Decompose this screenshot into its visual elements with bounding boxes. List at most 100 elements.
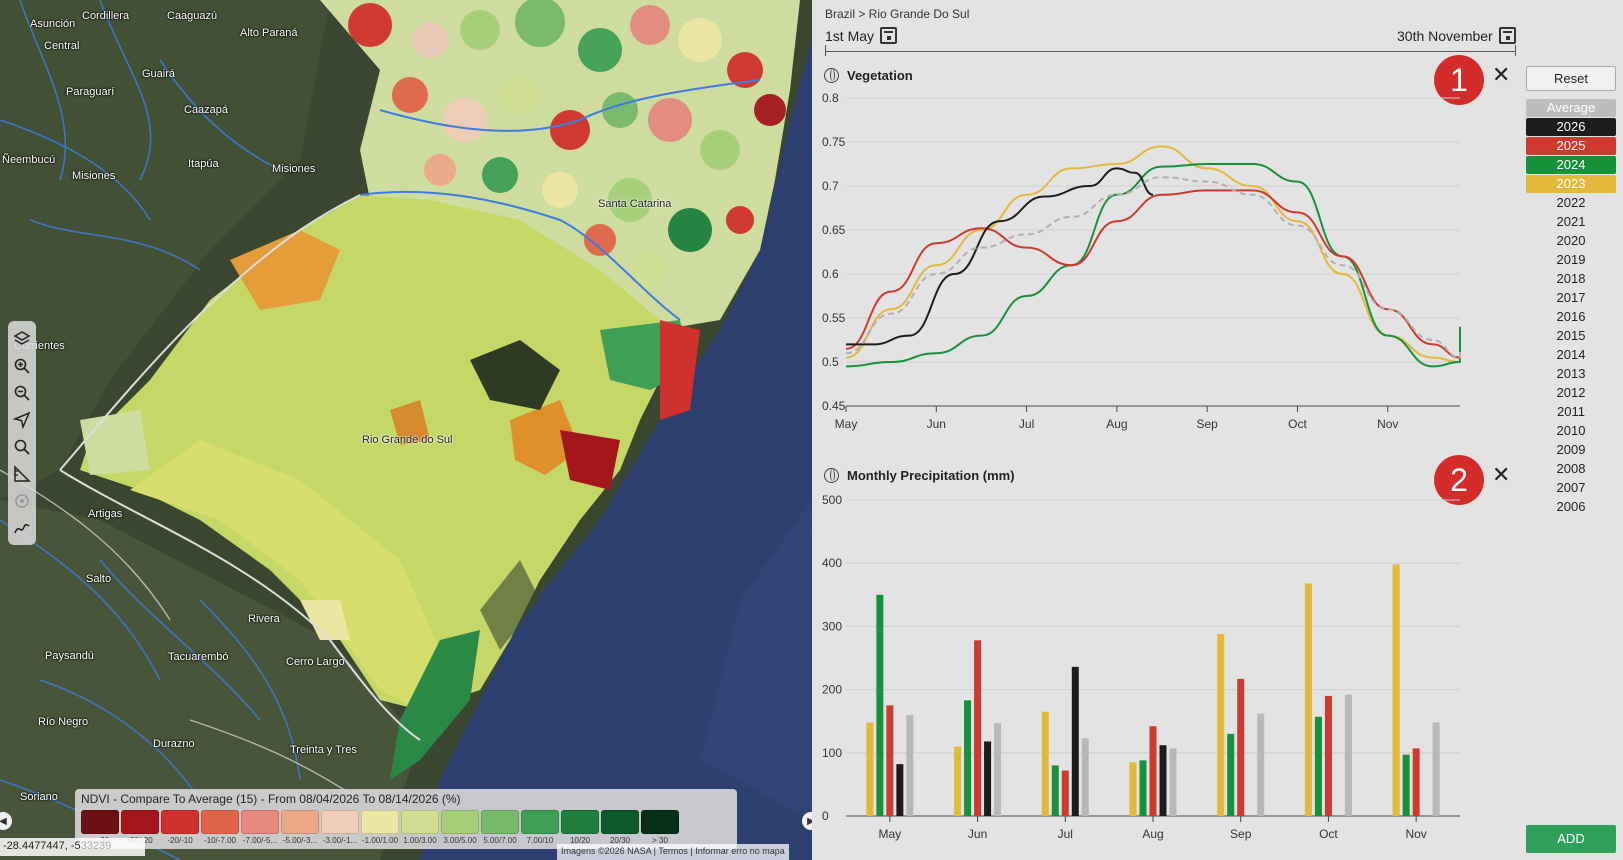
collapse-left-arrow-icon[interactable]: ◀ (0, 812, 12, 830)
bar-2023-may (866, 722, 874, 816)
year-toggle-2015[interactable]: 2015 (1556, 328, 1586, 343)
vegetation-chart: 0.45 0.5 0.55 0.6 0.65 0.7 0.75 0.8 May Jun Jul Aug… (822, 91, 1461, 431)
year-toggle-2006[interactable]: 2006 (1556, 499, 1586, 514)
bar-2024-nov (1402, 754, 1410, 816)
year-toggle-2026[interactable]: 2026 (1526, 118, 1616, 136)
place-label: Treinta y Tres (290, 744, 357, 756)
year-toggle-2016[interactable]: 2016 (1556, 309, 1586, 324)
place-label: Rivera (248, 613, 280, 625)
year-toggle-2009[interactable]: 2009 (1556, 442, 1586, 457)
year-toggle-2014[interactable]: 2014 (1556, 347, 1586, 362)
legend-swatch-label: 5.00/7.00 (483, 836, 517, 845)
y-tick-label: 0.45 (822, 399, 846, 413)
map-view[interactable]: Asunción Cordillera Caaguazú Alto Paraná… (0, 0, 812, 860)
reset-button[interactable]: Reset (1526, 66, 1616, 91)
year-toggle-2012[interactable]: 2012 (1556, 385, 1586, 400)
series-line-2025 (845, 189, 1461, 359)
calendar-icon[interactable] (1498, 27, 1516, 44)
range-start-handle[interactable] (825, 45, 826, 56)
bar-2023-oct (1304, 583, 1312, 816)
year-toggle-2017[interactable]: 2017 (1556, 290, 1586, 305)
place-label: Artigas (88, 508, 123, 520)
bar-2024-jun (964, 700, 972, 816)
legend-swatch-label: 20/30 (609, 836, 631, 845)
draw-icon[interactable] (8, 514, 36, 541)
year-toggle-2013[interactable]: 2013 (1556, 366, 1586, 381)
bar-2024-jul (1051, 765, 1059, 816)
x-tick-label: Sep (1196, 417, 1218, 431)
legend-swatch-label: > 30 (652, 836, 668, 845)
close-vegetation-chart-icon[interactable]: ✕ (1492, 62, 1511, 87)
start-date-picker[interactable]: 1st May (825, 27, 898, 44)
bar-2023-jun (954, 746, 962, 816)
y-tick-label: 0 (822, 809, 829, 823)
bar-2025-jul (1061, 770, 1069, 816)
x-tick-label: Aug (1106, 417, 1127, 431)
year-toggle-average[interactable]: Average (1526, 99, 1616, 117)
x-tick-label: Sep (1230, 827, 1252, 841)
year-toggle-2008[interactable]: 2008 (1556, 461, 1586, 476)
year-toggle-2021[interactable]: 2021 (1556, 214, 1586, 229)
x-tick-label: Jul (1019, 417, 1034, 431)
bar-2023-jul (1041, 711, 1049, 816)
map-canvas[interactable] (0, 0, 812, 860)
legend-swatch-label: 3.00/5.00 (443, 836, 477, 845)
place-label: Salto (86, 573, 112, 585)
bar-2024-oct (1314, 716, 1322, 816)
bar-2025-jun (974, 640, 982, 816)
breadcrumb[interactable]: Brazil > Rio Grande Do Sul (825, 7, 970, 21)
coordinate-readout: -28.4477447, -533239 (0, 838, 145, 856)
legend-swatch-label: -1.00/1.00 (362, 836, 399, 845)
measure-icon[interactable] (8, 460, 36, 487)
navigate-icon[interactable] (8, 406, 36, 433)
legend-swatch: 5.00/7.00 (481, 810, 519, 845)
legend-swatch: -7.00/-5... (241, 810, 279, 845)
legend-swatch: 3.00/5.00 (441, 810, 479, 845)
start-date-label: 1st May (825, 27, 875, 44)
year-toggle-2011[interactable]: 2011 (1557, 404, 1585, 419)
legend-swatch-label: 10/20 (569, 836, 591, 845)
year-toggle-2010[interactable]: 2010 (1556, 423, 1586, 438)
year-toggle-2020[interactable]: 2020 (1556, 233, 1586, 248)
y-tick-label: 0.55 (822, 311, 846, 325)
year-toggle-2018[interactable]: 2018 (1556, 271, 1586, 286)
series-line-2023 (845, 145, 1461, 364)
year-toggle-2019[interactable]: 2019 (1556, 252, 1586, 267)
bar-2023-aug (1129, 762, 1137, 816)
legend-swatch-label: -20/-10 (167, 836, 193, 845)
year-toggle-2007[interactable]: 2007 (1556, 480, 1586, 495)
zoom-out-icon[interactable] (8, 379, 36, 406)
year-selector: Average 2026 2025 2024 2023 2022 2021 2020 2019 2… (1526, 99, 1616, 517)
target-icon[interactable] (8, 487, 36, 514)
bar-average-may (906, 714, 914, 816)
range-end-handle[interactable] (1515, 45, 1516, 56)
legend-swatch: -3.00/-1... (321, 810, 359, 845)
year-toggle-2025[interactable]: 2025 (1526, 137, 1616, 155)
calendar-icon[interactable] (880, 27, 898, 44)
layers-icon[interactable] (8, 325, 36, 352)
add-button[interactable]: ADD (1526, 825, 1616, 853)
zoom-in-icon[interactable] (8, 352, 36, 379)
close-precipitation-chart-icon[interactable]: ✕ (1492, 462, 1511, 487)
year-toggle-2022[interactable]: 2022 (1556, 195, 1586, 210)
series-line-2024 (845, 163, 1461, 368)
date-range-slider[interactable] (825, 51, 1515, 52)
bar-2025-oct (1324, 695, 1332, 816)
place-label: Cerro Largo (286, 656, 345, 668)
x-tick-label: Jun (968, 827, 987, 841)
y-tick-label: 500 (822, 493, 842, 507)
collapse-panel-arrow-icon[interactable]: ▶ (802, 812, 812, 830)
place-label: Paraguarí (66, 86, 115, 98)
legend-swatch-label: -3.00/-1... (322, 836, 358, 845)
end-date-picker[interactable]: 30th November (1397, 27, 1516, 44)
bar-average-oct (1344, 694, 1352, 816)
place-label: Alto Paraná (240, 27, 298, 39)
place-label: Paysandú (45, 650, 94, 662)
y-tick-label: 200 (822, 683, 842, 697)
search-icon[interactable] (8, 433, 36, 460)
globe-icon (824, 68, 839, 83)
year-toggle-2023[interactable]: 2023 (1526, 175, 1616, 193)
legend-swatch-label: 1.00/3.00 (403, 836, 437, 845)
year-toggle-2024[interactable]: 2024 (1526, 156, 1616, 174)
bar-2024-aug (1139, 760, 1147, 816)
